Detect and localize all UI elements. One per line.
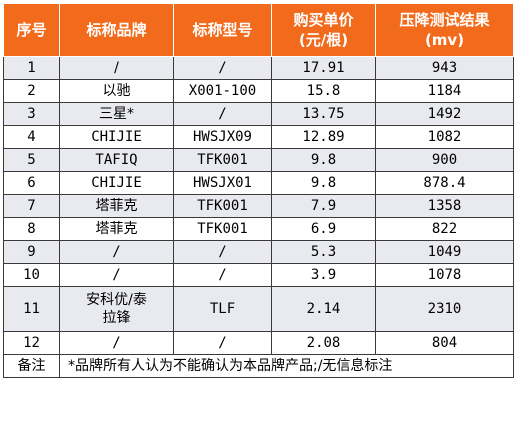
cell-brand: 三星* — [59, 102, 174, 126]
cell-seq: 9 — [3, 240, 60, 264]
table-row: 8 塔菲克 TFK001 6.9 822 — [3, 217, 514, 241]
cell-model: HWSJX01 — [173, 171, 272, 195]
cell-brand: / — [59, 331, 174, 355]
cell-seq: 4 — [3, 125, 60, 149]
cell-seq: 3 — [3, 102, 60, 126]
cell-result: 1358 — [375, 194, 514, 218]
cell-brand: 塔菲克 — [59, 217, 174, 241]
cell-brand: CHIJIE — [59, 171, 174, 195]
cell-result: 900 — [375, 148, 514, 172]
note-row: 备注 *品牌所有人认为不能确认为本品牌产品;/无信息标注 — [3, 354, 514, 378]
cell-price: 6.9 — [271, 217, 376, 241]
cell-price: 15.8 — [271, 79, 376, 103]
cell-brand: TAFIQ — [59, 148, 174, 172]
cell-brand: / — [59, 240, 174, 264]
cell-result: 2310 — [375, 286, 514, 332]
table-row: 7 塔菲克 TFK001 7.9 1358 — [3, 194, 514, 218]
note-label: 备注 — [3, 354, 60, 378]
cell-result: 1184 — [375, 79, 514, 103]
cell-price: 9.8 — [271, 148, 376, 172]
header-result-title: 压降测试结果 — [399, 11, 490, 29]
cell-seq: 5 — [3, 148, 60, 172]
cell-brand: 安科优/泰 拉锋 — [59, 286, 174, 332]
table-row: 3 三星* / 13.75 1492 — [3, 102, 514, 126]
cell-model: / — [173, 56, 272, 80]
cell-price: 9.8 — [271, 171, 376, 195]
table-row: 2 以驰 X001-100 15.8 1184 — [3, 79, 514, 103]
cell-result: 804 — [375, 331, 514, 355]
header-model: 标称型号 — [173, 3, 272, 57]
cell-brand: / — [59, 263, 174, 287]
cell-model: TFK001 — [173, 194, 272, 218]
header-brand: 标称品牌 — [59, 3, 174, 57]
cell-model: TLF — [173, 286, 272, 332]
header-seq: 序号 — [3, 3, 60, 57]
results-table-container: 序号 标称品牌 标称型号 购买单价 (元/根) 压降测试结果 (mv) 1 / … — [3, 3, 514, 378]
cell-brand: 以驰 — [59, 79, 174, 103]
cell-price: 5.3 — [271, 240, 376, 264]
table-row: 11 安科优/泰 拉锋 TLF 2.14 2310 — [3, 286, 514, 332]
cell-seq: 1 — [3, 56, 60, 80]
header-price-title: 购买单价 — [293, 11, 354, 29]
cell-seq: 7 — [3, 194, 60, 218]
header-result: 压降测试结果 (mv) — [375, 3, 514, 57]
cell-seq: 10 — [3, 263, 60, 287]
table-row: 4 CHIJIE HWSJX09 12.89 1082 — [3, 125, 514, 149]
cell-model: TFK001 — [173, 148, 272, 172]
table-row: 12 / / 2.08 804 — [3, 331, 514, 355]
table-row: 1 / / 17.91 943 — [3, 56, 514, 80]
cell-model: HWSJX09 — [173, 125, 272, 149]
cell-price: 12.89 — [271, 125, 376, 149]
header-price: 购买单价 (元/根) — [271, 3, 376, 57]
cell-result: 822 — [375, 217, 514, 241]
cell-result: 943 — [375, 56, 514, 80]
header-price-unit: (元/根) — [298, 31, 349, 49]
header-result-unit: (mv) — [424, 31, 465, 49]
cell-price: 7.9 — [271, 194, 376, 218]
cell-brand-line2: 拉锋 — [102, 310, 131, 326]
cell-brand: 塔菲克 — [59, 194, 174, 218]
cell-model: / — [173, 240, 272, 264]
cell-result: 1078 — [375, 263, 514, 287]
cell-price: 2.14 — [271, 286, 376, 332]
cell-model: / — [173, 331, 272, 355]
cell-model: / — [173, 263, 272, 287]
cell-result: 1049 — [375, 240, 514, 264]
header-row: 序号 标称品牌 标称型号 购买单价 (元/根) 压降测试结果 (mv) — [3, 3, 514, 57]
cell-seq: 12 — [3, 331, 60, 355]
cell-model: TFK001 — [173, 217, 272, 241]
cell-brand-line1: 安科优/泰 — [86, 292, 147, 308]
cell-result: 1082 — [375, 125, 514, 149]
cell-result: 1492 — [375, 102, 514, 126]
cell-seq: 2 — [3, 79, 60, 103]
cell-price: 3.9 — [271, 263, 376, 287]
cell-model: X001-100 — [173, 79, 272, 103]
cell-result: 878.4 — [375, 171, 514, 195]
cell-brand: / — [59, 56, 174, 80]
cell-seq: 8 — [3, 217, 60, 241]
table-row: 5 TAFIQ TFK001 9.8 900 — [3, 148, 514, 172]
cell-model: / — [173, 102, 272, 126]
cell-brand: CHIJIE — [59, 125, 174, 149]
cell-price: 17.91 — [271, 56, 376, 80]
voltage-drop-table: 序号 标称品牌 标称型号 购买单价 (元/根) 压降测试结果 (mv) 1 / … — [3, 3, 514, 378]
cell-seq: 6 — [3, 171, 60, 195]
cell-price: 2.08 — [271, 331, 376, 355]
table-row: 10 / / 3.9 1078 — [3, 263, 514, 287]
cell-price: 13.75 — [271, 102, 376, 126]
table-row: 9 / / 5.3 1049 — [3, 240, 514, 264]
note-text: *品牌所有人认为不能确认为本品牌产品;/无信息标注 — [59, 354, 514, 378]
cell-seq: 11 — [3, 286, 60, 332]
table-row: 6 CHIJIE HWSJX01 9.8 878.4 — [3, 171, 514, 195]
